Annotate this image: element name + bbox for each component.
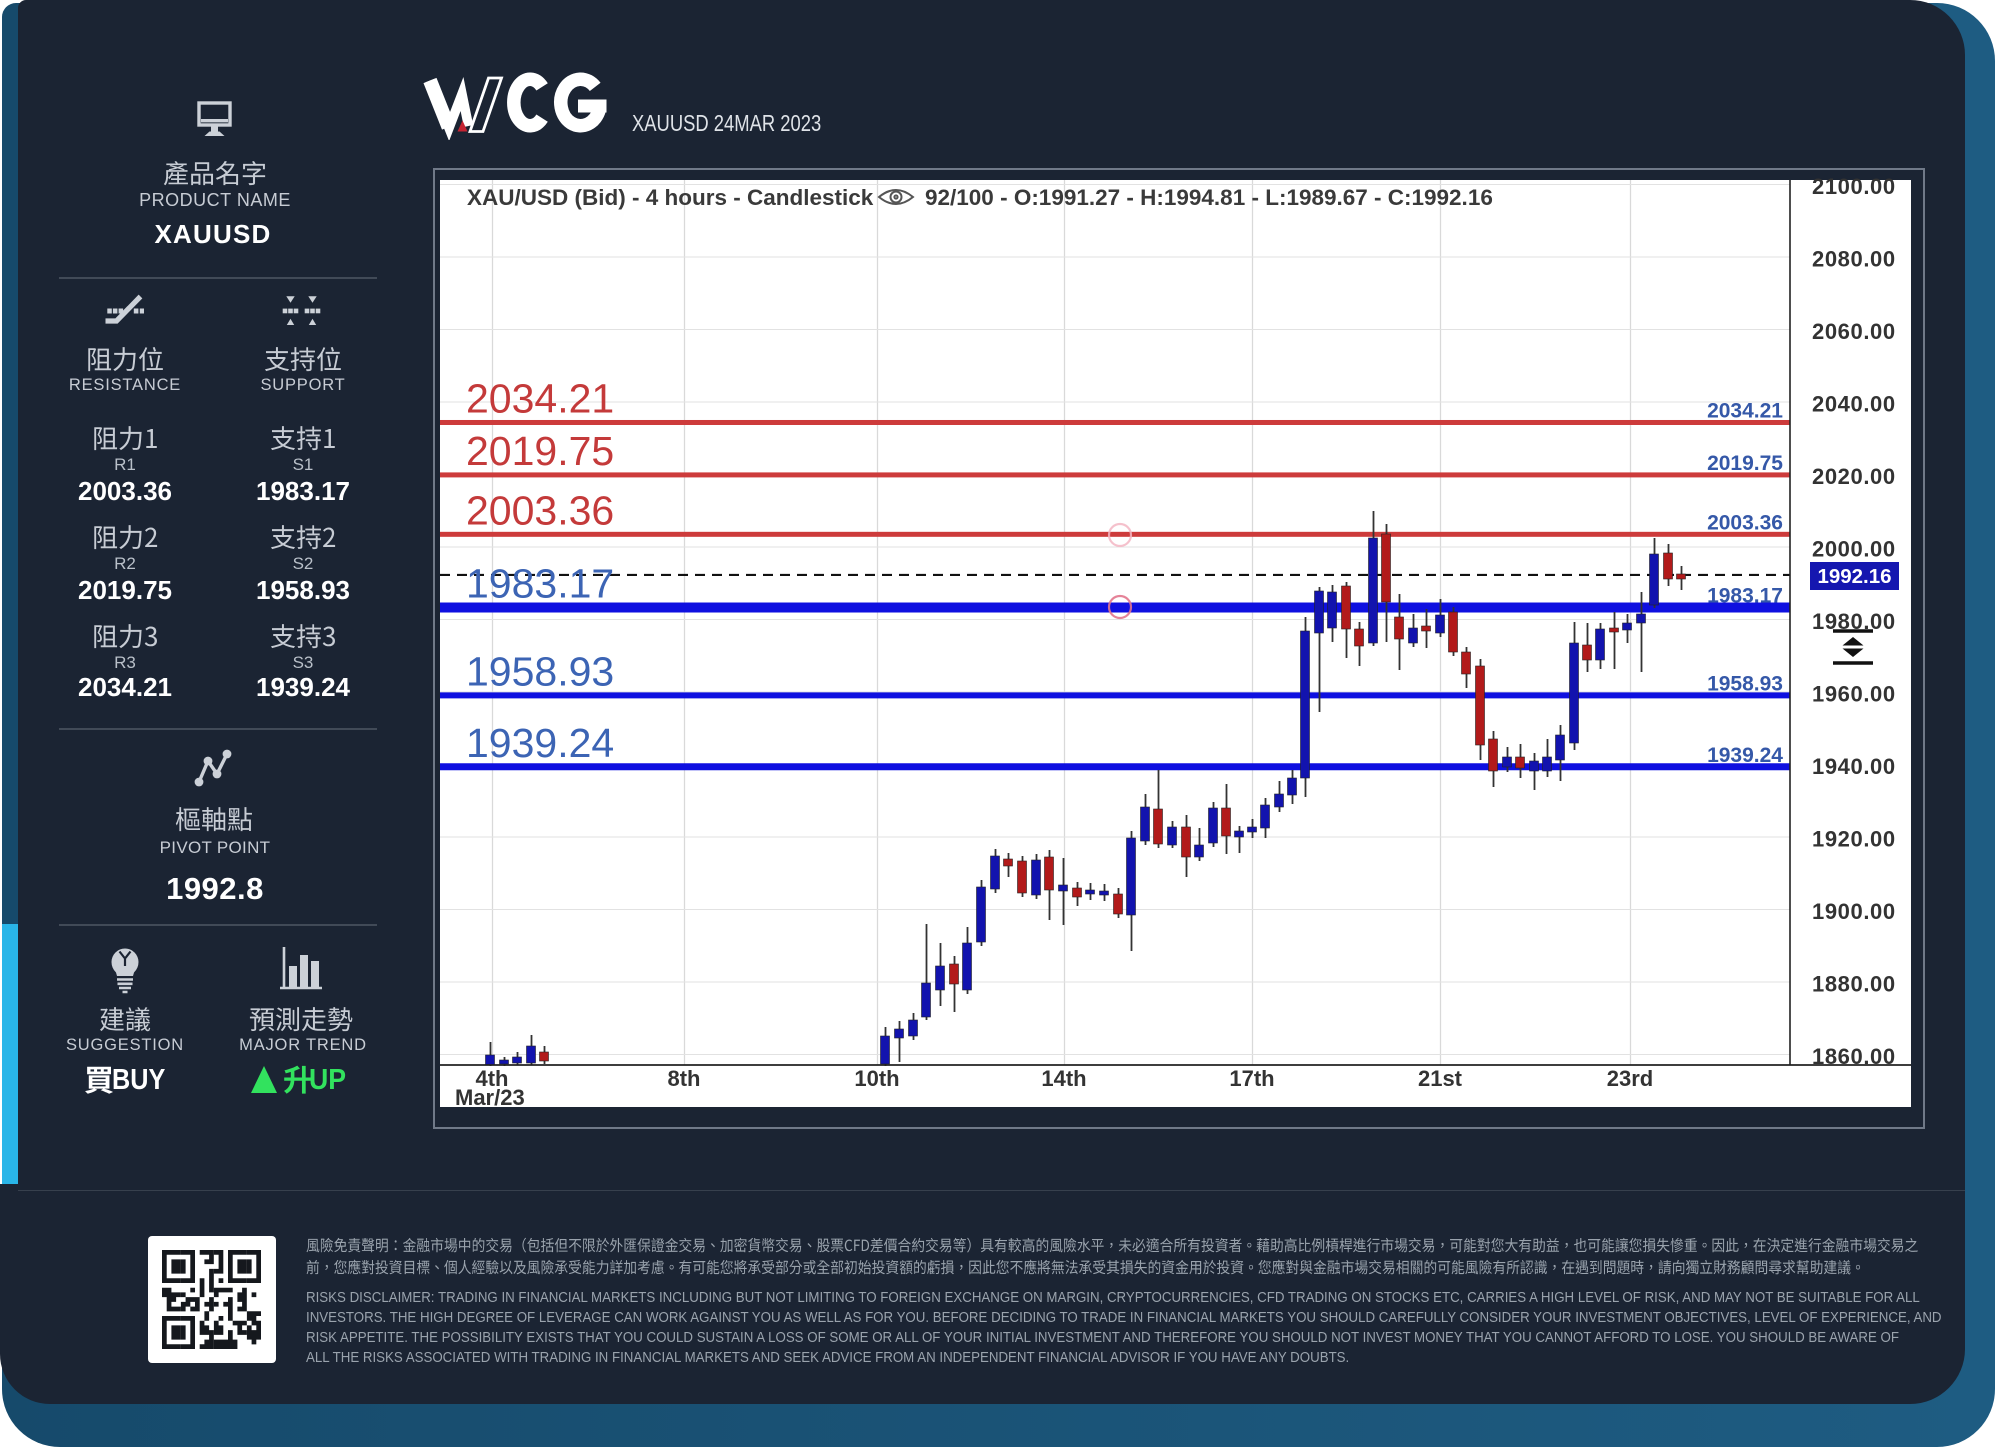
svg-text:1900.00: 1900.00 [1812,899,1896,924]
svg-text:1940.00: 1940.00 [1812,754,1896,779]
svg-text:21st: 21st [1418,1066,1463,1091]
svg-text:1939.24: 1939.24 [466,720,614,766]
svg-text:4th: 4th [476,1066,509,1091]
svg-text:1880.00: 1880.00 [1812,972,1896,997]
svg-text:1958.93: 1958.93 [466,648,614,694]
svg-text:2040.00: 2040.00 [1812,392,1896,417]
svg-text:8th: 8th [668,1066,701,1091]
svg-text:1920.00: 1920.00 [1812,827,1896,852]
svg-text:2034.21: 2034.21 [1707,399,1783,422]
svg-text:2034.21: 2034.21 [466,375,614,421]
svg-text:2019.75: 2019.75 [1707,452,1783,475]
svg-text:1860.00: 1860.00 [1812,1044,1896,1069]
svg-text:1992.16: 1992.16 [1817,565,1891,588]
svg-text:2000.00: 2000.00 [1812,537,1896,562]
svg-text:2020.00: 2020.00 [1812,464,1896,489]
svg-text:1983.17: 1983.17 [466,561,614,607]
svg-text:2100.00: 2100.00 [1812,174,1896,199]
svg-text:2060.00: 2060.00 [1812,319,1896,344]
svg-text:1960.00: 1960.00 [1812,682,1896,707]
svg-text:92/100 - O:1991.27 - H:1994.81: 92/100 - O:1991.27 - H:1994.81 - L:1989.… [925,185,1493,210]
svg-text:XAU/USD (Bid) - 4 hours - Cand: XAU/USD (Bid) - 4 hours - Candlestick [467,185,874,210]
svg-text:2003.36: 2003.36 [466,487,614,533]
svg-text:Mar/23: Mar/23 [455,1085,525,1110]
svg-text:2019.75: 2019.75 [466,428,614,474]
svg-text:2080.00: 2080.00 [1812,247,1896,272]
svg-text:1939.24: 1939.24 [1707,744,1783,767]
svg-text:23rd: 23rd [1607,1066,1653,1091]
svg-text:1983.17: 1983.17 [1707,585,1783,608]
svg-text:14th: 14th [1041,1066,1086,1091]
svg-text:10th: 10th [854,1066,899,1091]
svg-text:17th: 17th [1229,1066,1274,1091]
svg-text:1958.93: 1958.93 [1707,672,1783,695]
svg-text:2003.36: 2003.36 [1707,511,1783,534]
